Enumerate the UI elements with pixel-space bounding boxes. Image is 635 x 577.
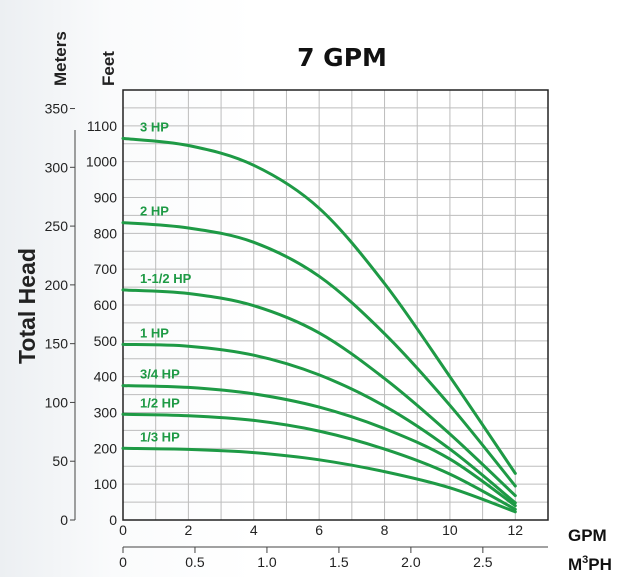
series-line-6 (121, 446, 517, 514)
gpm-unit-label: GPM (568, 526, 607, 545)
m3ph-unit-base-start: M (568, 555, 582, 574)
x-tick-gpm: 0 (119, 522, 127, 538)
series-label-5: 1/2 HP (140, 395, 180, 410)
y-tick-feet: 400 (94, 369, 118, 385)
series-label-1: 2 HP (140, 204, 169, 219)
y-tick-meters: 150 (45, 336, 69, 352)
y-tick-feet: 100 (94, 476, 118, 492)
series-label-4: 3/4 HP (140, 367, 180, 382)
x-tick-gpm: 12 (508, 522, 524, 538)
plot-grid (123, 90, 548, 520)
series-line-1 (121, 221, 517, 488)
y-tick-feet: 600 (94, 297, 118, 313)
meters-unit-label: Meters (51, 31, 70, 86)
m3ph-unit-superscript: 3 (582, 554, 588, 566)
y-tick-feet: 0 (109, 512, 117, 528)
y-tick-meters: 0 (60, 512, 68, 528)
chart-title: 7 GPM (297, 43, 387, 72)
x-tick-m3ph: 0.5 (185, 554, 205, 570)
y-tick-feet: 500 (94, 333, 118, 349)
y-tick-meters: 250 (45, 218, 69, 234)
y-tick-feet: 1000 (86, 154, 117, 170)
x-tick-m3ph: 1.0 (257, 554, 277, 570)
y-tick-feet: 300 (94, 405, 118, 421)
y-tick-feet: 1100 (87, 118, 117, 134)
curves: 3 HP 2 HP 1-1/2 HP 1 HP 3/4 HP 1/2 HP 1/3 HP (121, 119, 517, 514)
y-tick-meters: 350 (45, 101, 69, 117)
x-tick-gpm: 6 (315, 522, 323, 538)
series-line-5 (121, 412, 517, 511)
y-tick-feet: 700 (94, 261, 118, 277)
series-label-0: 3 HP (140, 119, 169, 134)
series-line-3 (121, 342, 517, 505)
y-tick-meters: 300 (45, 159, 69, 175)
y-tick-feet: 800 (94, 225, 118, 241)
series-label-3: 1 HP (140, 325, 169, 340)
x-tick-gpm: 10 (442, 522, 458, 538)
y-tick-meters: 50 (52, 453, 68, 469)
y-tick-meters: 200 (45, 277, 69, 293)
m3ph-unit-base-end: PH (588, 555, 612, 574)
x-tick-gpm: 2 (184, 522, 192, 538)
y-tick-feet: 900 (94, 190, 118, 206)
m3ph-unit-label: M3PH (568, 554, 612, 574)
x-tick-m3ph: 1.5 (329, 554, 349, 570)
series-line-2 (121, 288, 517, 498)
series-label-6: 1/3 HP (140, 429, 180, 444)
y-tick-feet: 200 (94, 440, 118, 456)
x-tick-m3ph: 0 (119, 554, 127, 570)
series-line-4 (121, 384, 517, 508)
ticks: 0100200300400500600700800900100011000501… (45, 101, 524, 570)
x-tick-gpm: 4 (250, 522, 258, 538)
plot-frame (122, 89, 549, 521)
x-tick-gpm: 8 (381, 522, 389, 538)
feet-unit-label: Feet (99, 51, 118, 86)
series-line-0 (121, 136, 517, 475)
y-tick-meters: 100 (45, 394, 69, 410)
x-tick-m3ph: 2.0 (401, 554, 421, 570)
x-tick-m3ph: 2.5 (473, 554, 493, 570)
series-label-2: 1-1/2 HP (140, 271, 192, 286)
y-axis-title: Total Head (14, 248, 40, 364)
